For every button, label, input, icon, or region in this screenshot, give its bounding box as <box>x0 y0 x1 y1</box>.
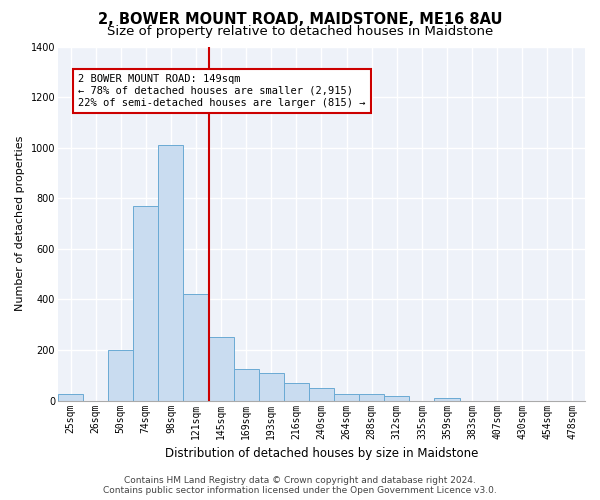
X-axis label: Distribution of detached houses by size in Maidstone: Distribution of detached houses by size … <box>165 447 478 460</box>
Y-axis label: Number of detached properties: Number of detached properties <box>15 136 25 312</box>
Bar <box>309 388 334 400</box>
Bar <box>259 373 284 400</box>
Bar <box>133 206 158 400</box>
Text: 2, BOWER MOUNT ROAD, MAIDSTONE, ME16 8AU: 2, BOWER MOUNT ROAD, MAIDSTONE, ME16 8AU <box>98 12 502 28</box>
Text: 2 BOWER MOUNT ROAD: 149sqm
← 78% of detached houses are smaller (2,915)
22% of s: 2 BOWER MOUNT ROAD: 149sqm ← 78% of deta… <box>78 74 365 108</box>
Bar <box>334 394 359 400</box>
Bar <box>233 369 259 400</box>
Bar <box>158 145 184 401</box>
Bar <box>209 338 233 400</box>
Bar <box>184 294 209 401</box>
Text: Contains HM Land Registry data © Crown copyright and database right 2024.
Contai: Contains HM Land Registry data © Crown c… <box>103 476 497 495</box>
Bar <box>58 394 83 400</box>
Bar <box>108 350 133 401</box>
Bar <box>434 398 460 400</box>
Bar <box>284 383 309 400</box>
Bar <box>359 394 384 400</box>
Text: Size of property relative to detached houses in Maidstone: Size of property relative to detached ho… <box>107 25 493 38</box>
Bar <box>384 396 409 400</box>
